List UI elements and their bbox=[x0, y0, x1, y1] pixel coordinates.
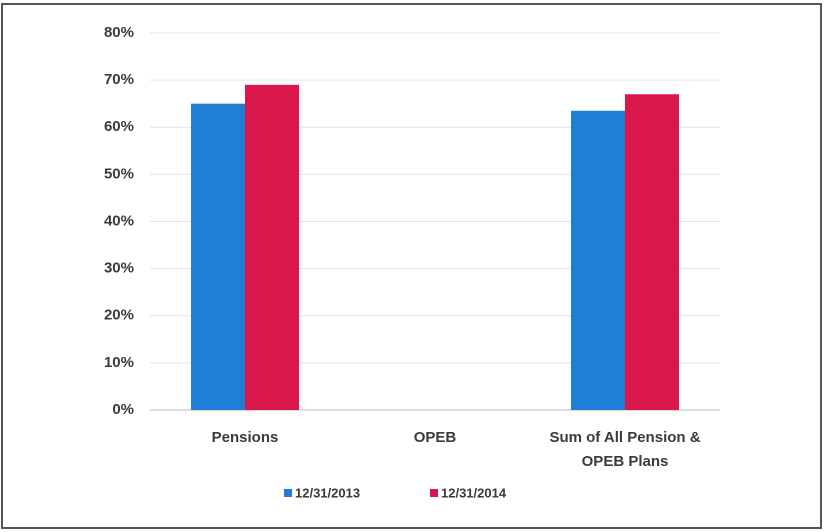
y-tick-label: 60% bbox=[104, 118, 134, 135]
x-tick-label: Pensions bbox=[211, 429, 279, 446]
y-tick-label: 80% bbox=[104, 24, 134, 41]
legend-label: 12/31/2014 bbox=[441, 485, 507, 500]
bar bbox=[571, 110, 625, 410]
bar bbox=[191, 103, 245, 410]
bar bbox=[625, 94, 679, 410]
y-tick-label: 30% bbox=[104, 260, 134, 277]
chart-border bbox=[1, 3, 822, 529]
y-tick-label: 50% bbox=[104, 165, 134, 182]
bar bbox=[245, 84, 299, 411]
x-tick-label: OPEB bbox=[413, 429, 457, 446]
legend-label: 12/31/2013 bbox=[295, 485, 360, 500]
legend-swatch bbox=[284, 489, 292, 497]
y-tick-label: 20% bbox=[104, 307, 134, 324]
legend-swatch bbox=[430, 489, 438, 497]
y-tick-label: 10% bbox=[104, 354, 134, 371]
y-tick-label: 40% bbox=[104, 212, 134, 229]
y-tick-label: 70% bbox=[104, 71, 134, 88]
y-tick-label: 0% bbox=[112, 401, 134, 418]
x-tick-label: Sum of All Pension & OPEB Plans bbox=[549, 429, 701, 470]
